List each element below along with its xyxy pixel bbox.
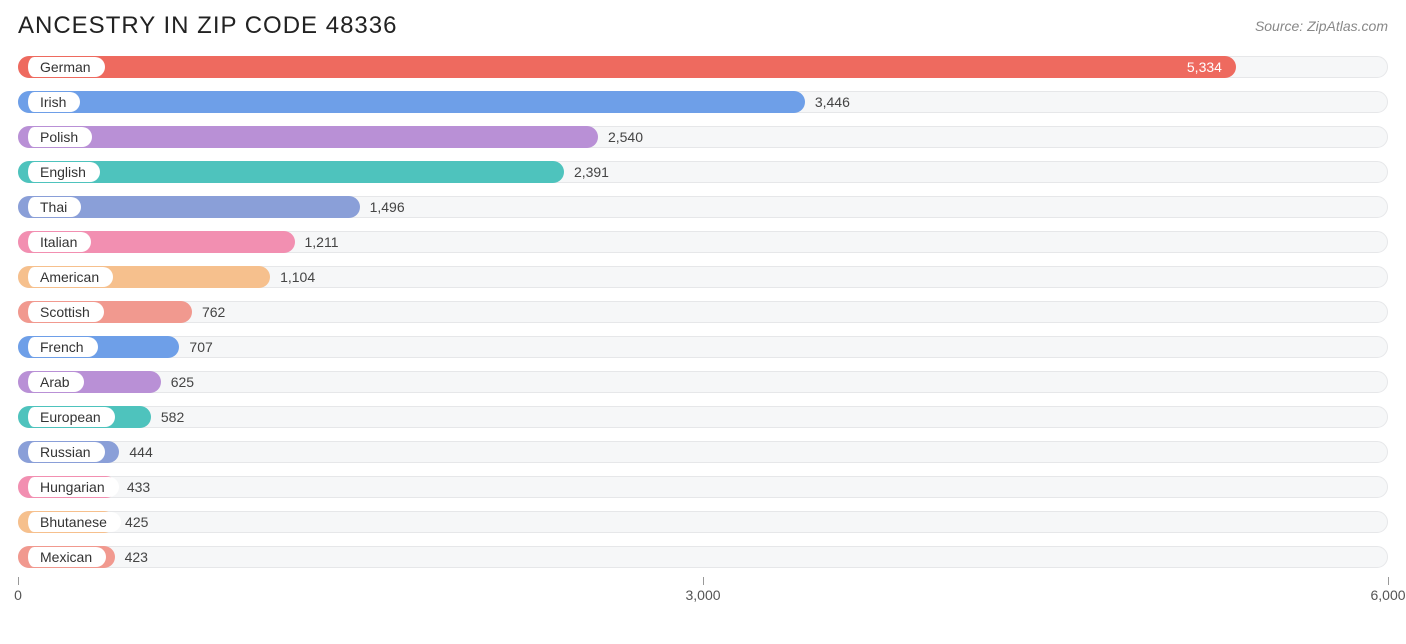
chart-row: European 582	[18, 402, 1388, 432]
bar-category-pill: Mexican	[24, 547, 106, 567]
x-axis-tick-label: 0	[14, 587, 22, 603]
bar-category-pill: Bhutanese	[24, 512, 121, 532]
bar-category-pill: English	[24, 162, 100, 182]
bar-value-label: 707	[189, 339, 212, 355]
chart-plot-area: German 5,334 Irish 3,446 Polish 2,540 English 2…	[18, 52, 1388, 572]
bar-fill	[18, 56, 1236, 78]
chart-row: English 2,391	[18, 157, 1388, 187]
bar-value-label: 3,446	[815, 94, 850, 110]
bar-value-label: 625	[171, 374, 194, 390]
bar-track	[18, 336, 1388, 358]
chart-row: Russian 444	[18, 437, 1388, 467]
bar-value-label: 2,540	[608, 129, 643, 145]
chart-row: French 707	[18, 332, 1388, 362]
x-axis-tick	[18, 577, 19, 585]
chart-row: Irish 3,446	[18, 87, 1388, 117]
bar-track	[18, 371, 1388, 393]
x-axis-tick-label: 6,000	[1370, 587, 1405, 603]
bar-fill	[18, 126, 598, 148]
bar-category-pill: French	[24, 337, 98, 357]
x-axis-tick	[703, 577, 704, 585]
bar-category-pill: German	[24, 57, 105, 77]
chart-row: Thai 1,496	[18, 192, 1388, 222]
chart-row: Polish 2,540	[18, 122, 1388, 152]
chart-source: Source: ZipAtlas.com	[1255, 18, 1388, 34]
chart-row: Bhutanese425	[18, 507, 1388, 537]
bar-track	[18, 511, 1388, 533]
bar-category-pill: Hungarian	[24, 477, 119, 497]
bar-value-label: 2,391	[574, 164, 609, 180]
bar-value-label: 433	[127, 479, 150, 495]
chart-title: ANCESTRY IN ZIP CODE 48336	[18, 12, 397, 40]
bar-category-pill: Scottish	[24, 302, 104, 322]
bar-category-pill: American	[24, 267, 113, 287]
bar-value-label: 5,334	[1187, 59, 1222, 75]
bar-category-pill: Russian	[24, 442, 105, 462]
bar-value-label: 425	[125, 514, 148, 530]
bar-track	[18, 406, 1388, 428]
bar-track	[18, 476, 1388, 498]
x-axis: 03,0006,000	[18, 577, 1388, 609]
bar-value-label: 762	[202, 304, 225, 320]
chart-row: Mexican 423	[18, 542, 1388, 572]
bar-value-label: 444	[129, 444, 152, 460]
chart-row: Arab 625	[18, 367, 1388, 397]
x-axis-tick-label: 3,000	[685, 587, 720, 603]
chart-header: ANCESTRY IN ZIP CODE 48336 Source: ZipAt…	[0, 0, 1406, 46]
bar-value-label: 1,104	[280, 269, 315, 285]
bar-track	[18, 441, 1388, 463]
chart-row: Hungarian 433	[18, 472, 1388, 502]
bar-category-pill: Italian	[24, 232, 91, 252]
bar-category-pill: Thai	[24, 197, 81, 217]
bar-category-pill: European	[24, 407, 115, 427]
chart-row: German 5,334	[18, 52, 1388, 82]
bar-category-pill: Polish	[24, 127, 92, 147]
chart-row: Scottish 762	[18, 297, 1388, 327]
bar-fill	[18, 91, 805, 113]
chart-row: American 1,104	[18, 262, 1388, 292]
chart-row: Italian 1,211	[18, 227, 1388, 257]
bar-category-pill: Arab	[24, 372, 84, 392]
bar-value-label: 582	[161, 409, 184, 425]
bar-value-label: 1,211	[305, 234, 339, 250]
bar-category-pill: Irish	[24, 92, 80, 112]
x-axis-tick	[1388, 577, 1389, 585]
bar-track	[18, 546, 1388, 568]
bar-value-label: 1,496	[370, 199, 405, 215]
bar-value-label: 423	[125, 549, 148, 565]
